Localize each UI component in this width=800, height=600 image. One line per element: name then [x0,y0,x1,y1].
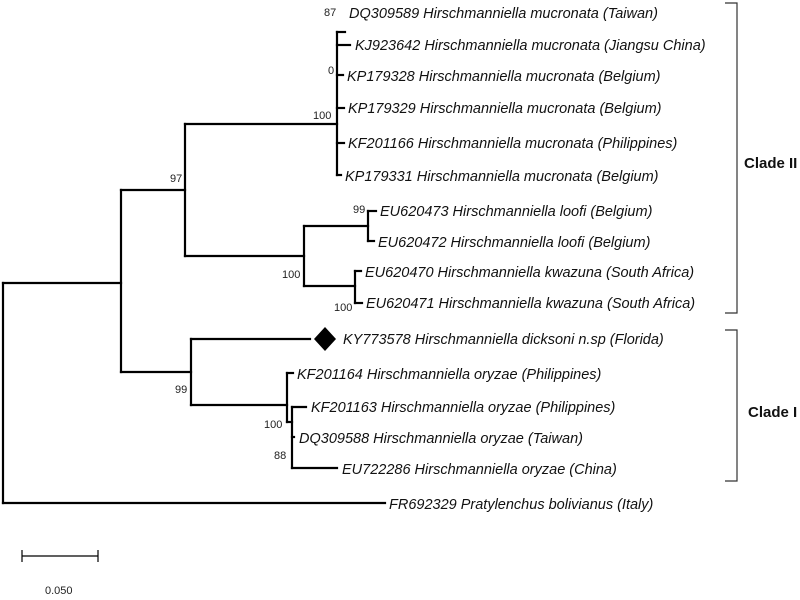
support-value: 100 [282,269,300,281]
taxon-label: KP179328 Hirschmanniella mucronata (Belg… [347,69,661,85]
taxon-labels: DQ309589 Hirschmanniella mucronata (Taiw… [297,6,706,513]
taxon-label: EU620473 Hirschmanniella loofi (Belgium) [380,204,652,220]
taxon-label: EU620470 Hirschmanniella kwazuna (South … [365,265,694,281]
support-value: 97 [170,173,182,185]
taxon-label-outgroup: FR692329 Pratylenchus bolivianus (Italy) [389,497,653,513]
scale-bar: 0.050 [21,550,99,597]
taxon-label: DQ309589 Hirschmanniella mucronata (Taiw… [349,6,658,22]
taxon-label: EU722286 Hirschmanniella oryzae (China) [342,462,617,478]
taxon-label: KF201164 Hirschmanniella oryzae (Philipp… [297,367,601,383]
clade-i-label: Clade I [748,404,797,421]
taxon-label: DQ309588 Hirschmanniella oryzae (Taiwan) [299,431,583,447]
taxon-label: KF201163 Hirschmanniella oryzae (Philipp… [311,400,615,416]
clade-ii-bracket: Clade II [725,2,797,314]
support-values: 87 0 100 97 99 100 100 99 100 88 [170,7,365,462]
taxon-label: EU620472 Hirschmanniella loofi (Belgium) [378,235,650,251]
support-value: 87 [324,7,336,19]
clade-ii-label: Clade II [744,155,797,172]
support-value: 99 [353,204,365,216]
support-value: 88 [274,450,286,462]
support-value: 100 [334,302,352,314]
support-value: 100 [313,110,331,122]
diamond-icon [314,327,336,351]
taxon-label: KP179329 Hirschmanniella mucronata (Belg… [348,101,662,117]
taxon-label: KJ923642 Hirschmanniella mucronata (Jian… [355,38,706,54]
support-value: 99 [175,384,187,396]
support-value: 0 [328,65,334,77]
taxon-label: KF201166 Hirschmanniella mucronata (Phil… [348,136,677,152]
taxon-label: EU620471 Hirschmanniella kwazuna (South … [366,296,695,312]
support-value: 100 [264,419,282,431]
taxon-label-highlight: KY773578 Hirschmanniella dicksoni n.sp (… [343,332,664,348]
clade-i-bracket: Clade I [725,329,797,482]
taxon-label: KP179331 Hirschmanniella mucronata (Belg… [345,169,659,185]
scale-bar-label: 0.050 [45,585,73,597]
tree-branches [1,30,387,505]
